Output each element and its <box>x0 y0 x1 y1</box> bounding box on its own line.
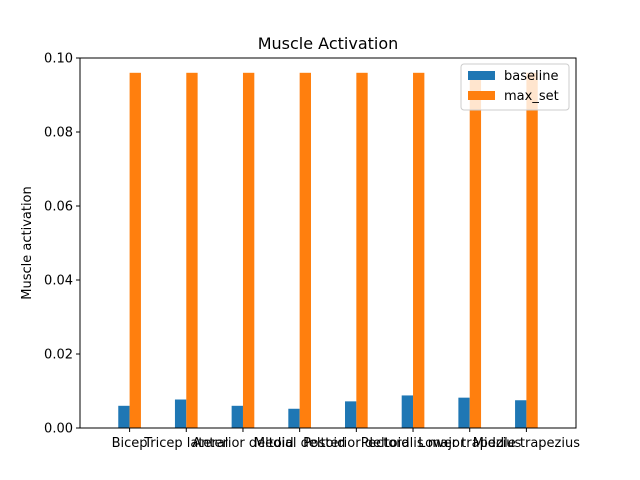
plot-frame <box>79 57 577 429</box>
bar-baseline <box>515 400 527 428</box>
y-axis: 0.00 0.02 0.04 0.06 0.08 0.10 <box>44 52 80 437</box>
legend-swatch-max_set <box>468 91 495 100</box>
bar-baseline <box>401 395 414 428</box>
chart-title: Muscle Activation <box>258 34 399 53</box>
legend: baseline max_set <box>460 63 570 111</box>
bar-baseline <box>458 397 470 428</box>
legend-swatch-baseline <box>468 71 495 80</box>
bar-max_set <box>356 72 368 429</box>
bar-max_set <box>413 72 425 429</box>
x-tick-label: Pectoralis major <box>361 436 466 451</box>
bar-max_set <box>242 72 255 429</box>
x-tick-label: Lower trapezius <box>418 436 521 451</box>
x-tick-label: Tricep lateral <box>143 436 228 451</box>
x-tick-label: Bicep <box>112 436 148 451</box>
bar-baseline <box>231 405 243 428</box>
bar-max_set <box>299 72 311 429</box>
legend-label-baseline: baseline <box>504 69 558 84</box>
bar-max_set <box>469 72 482 429</box>
bar-baseline <box>174 399 187 428</box>
bar-max_set <box>526 72 538 429</box>
y-tick-label: 0.08 <box>44 126 73 141</box>
y-tick-label: 0.00 <box>44 422 73 437</box>
y-axis-label: Muscle activation <box>20 186 35 300</box>
bar-baseline <box>345 401 357 428</box>
x-tick-label: Middle trapezius <box>473 436 580 451</box>
bar-baseline <box>288 408 300 428</box>
y-tick-label: 0.02 <box>44 348 73 363</box>
bar-max_set <box>186 72 198 429</box>
bars-group <box>118 72 538 429</box>
x-tick-label: Anterior deltoid <box>192 436 293 451</box>
legend-label-max_set: max_set <box>504 89 559 104</box>
x-tick-label: Posterior deltoid <box>303 436 409 451</box>
bar-max_set <box>129 72 141 429</box>
x-tick-label: Medial deltoid <box>254 436 346 451</box>
y-tick-label: 0.04 <box>44 274 73 289</box>
bar-baseline <box>118 405 130 428</box>
y-tick-label: 0.10 <box>44 52 73 67</box>
y-tick-label: 0.06 <box>44 200 73 215</box>
